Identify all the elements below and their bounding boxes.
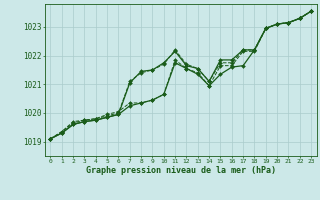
X-axis label: Graphe pression niveau de la mer (hPa): Graphe pression niveau de la mer (hPa) [86,166,276,175]
